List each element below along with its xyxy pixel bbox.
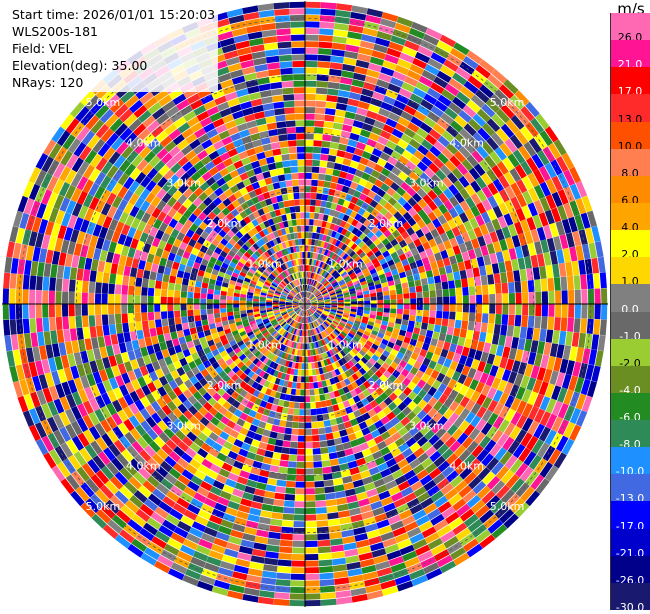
colorbar-segment [611,338,650,367]
colorbar-segment [611,257,650,285]
colorbar-segment [611,501,650,530]
colorbar-segment [611,175,650,204]
colorbar: 26.0 21.0 17.0 13.0 10.0 8.0 6.0 4.0 2.0 1.0 0.0 -1… [610,13,650,614]
range-label: 2.0km [207,379,242,392]
nrays-text: NRays: 120 [12,75,84,90]
colorbar-segment [611,67,650,95]
colorbar-segment [611,230,650,258]
radar-gate-group [12,24,601,596]
start-time-text: Start time: 2026/01/01 15:20:03 [12,7,216,22]
radar-gate-group [9,57,595,600]
colorbar-segment [611,555,650,584]
radar-gate-group [2,8,601,581]
colorbar-tick-label: -30.0 [615,601,645,614]
range-label: 3.0km [166,177,201,190]
range-label: 1.0km [328,338,363,351]
cross-axes [2,1,608,607]
range-label: 2.0km [369,379,404,392]
field-text: Field: VEL [12,41,73,56]
colorbar-segment [611,311,650,340]
radar-gate-group [17,40,569,603]
radar-gate-group [9,34,582,600]
range-label: 1.0km [247,338,282,351]
scan-info-panel: Start time: 2026/01/01 15:20:03 WLS200s-… [12,6,219,92]
colorbar-segment [611,528,650,557]
range-label: 3.0km [166,419,201,432]
range-label: 1.0km [328,258,363,271]
range-label: 5.0km [86,96,121,109]
ppi-radar-plot: 1.0km 1.0km 1.0km 1.0km 2.0km 2.0km 2.0km 2.0km… [2,1,608,607]
radar-gate-group [17,2,601,569]
colorbar-segment [611,94,650,123]
range-label: 4.0km [449,460,484,473]
colorbar-segment [611,447,650,475]
colorbar-segment [611,40,650,68]
range-label: 4.0km [126,460,161,473]
range-label: 5.0km [490,96,525,109]
colorbar-segment [611,474,650,502]
range-label: 1.0km [247,258,282,271]
colorbar-segment [611,582,650,611]
colorbar-segment [611,420,650,448]
range-label: 5.0km [86,500,121,513]
elevation-text: Elevation(deg): 35.00 [12,58,148,73]
colorbar-segment [611,13,650,41]
range-label: 3.0km [409,177,444,190]
range-label: 4.0km [126,136,161,149]
colorbar-segment [611,365,650,394]
range-label: 2.0km [207,217,242,230]
instrument-text: WLS200s-181 [12,24,98,39]
range-label: 5.0km [490,500,525,513]
colorbar-segment [611,392,650,421]
range-labels: 1.0km 1.0km 1.0km 1.0km 2.0km 2.0km 2.0km 2.0km… [86,96,525,513]
colorbar-segment [611,148,650,177]
colorbar-segment [611,202,650,231]
range-label: 3.0km [409,419,444,432]
range-label: 2.0km [369,217,404,230]
range-label: 4.0km [449,136,484,149]
colorbar-segment [611,121,650,150]
colorbar-segment [611,284,650,312]
